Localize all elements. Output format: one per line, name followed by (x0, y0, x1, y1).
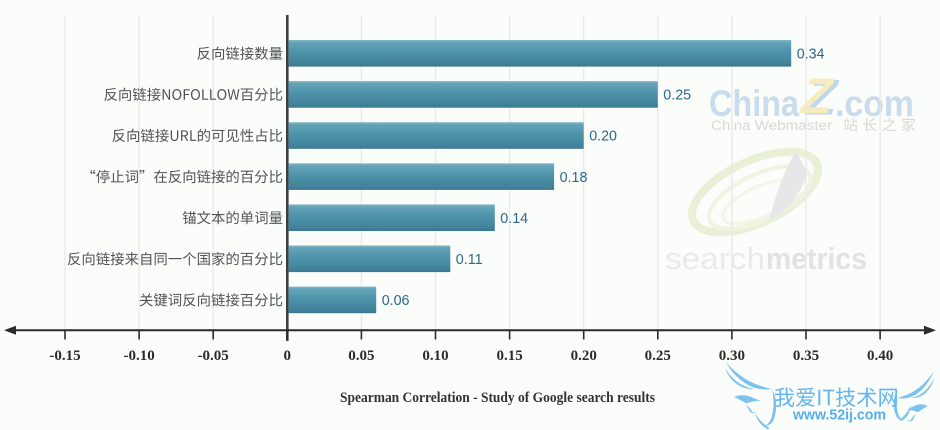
svg-text:0.25: 0.25 (663, 88, 691, 104)
svg-text:0.35: 0.35 (793, 348, 819, 364)
svg-text:0.05: 0.05 (348, 348, 374, 364)
svg-text:-0.15: -0.15 (49, 348, 80, 364)
svg-text:0: 0 (284, 348, 292, 364)
svg-text:0.30: 0.30 (719, 348, 745, 364)
svg-text:Spearman Correlation - Study o: Spearman Correlation - Study of Google s… (340, 390, 655, 406)
svg-text:0.20: 0.20 (571, 348, 597, 364)
svg-text:-0.05: -0.05 (198, 348, 229, 364)
svg-text:0.06: 0.06 (382, 293, 410, 309)
svg-text:0.40: 0.40 (867, 348, 893, 364)
svg-text:0.14: 0.14 (500, 211, 528, 227)
svg-text:.com: .com (835, 83, 914, 124)
svg-text:China: China (709, 83, 799, 124)
svg-text:0.34: 0.34 (797, 47, 825, 63)
svg-text:0.18: 0.18 (560, 170, 588, 186)
svg-text:0.11: 0.11 (456, 252, 483, 268)
svg-text:-0.10: -0.10 (123, 348, 154, 364)
svg-text:www.52ij.com: www.52ij.com (792, 407, 886, 424)
svg-text:0.25: 0.25 (645, 348, 671, 364)
svg-text:metrics: metrics (766, 241, 867, 276)
svg-text:0.10: 0.10 (422, 348, 448, 364)
svg-text:0.20: 0.20 (589, 129, 617, 145)
svg-text:China Webmaster: China Webmaster (711, 118, 833, 133)
svg-text:0.15: 0.15 (496, 348, 522, 364)
svg-text:search: search (665, 241, 765, 276)
